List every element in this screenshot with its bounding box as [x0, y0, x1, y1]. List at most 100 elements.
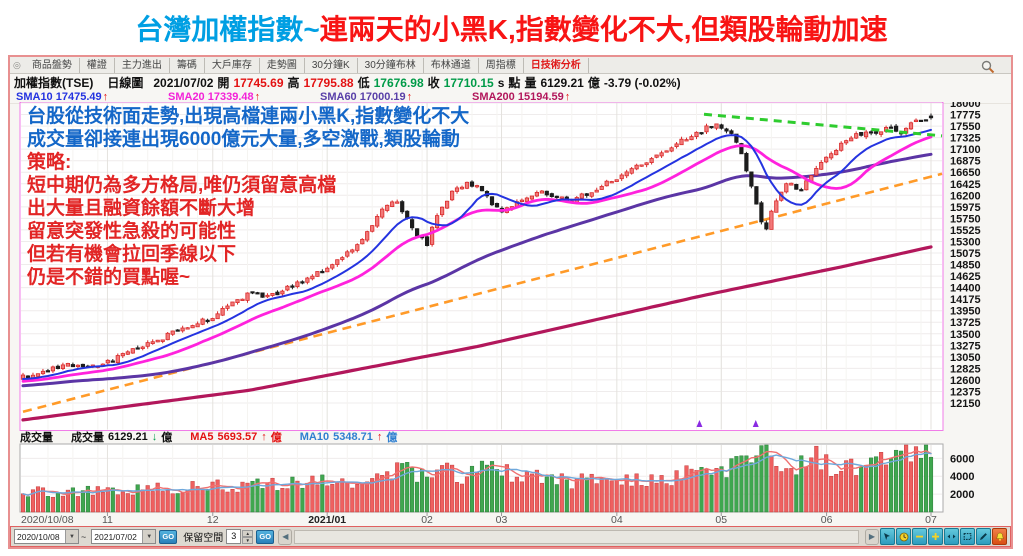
svg-text:17100: 17100: [950, 144, 981, 156]
date-from-select[interactable]: 2020/10/08 ▼: [14, 529, 79, 544]
svg-text:14175: 14175: [950, 294, 981, 306]
svg-text:16650: 16650: [950, 167, 981, 179]
chevron-down-icon[interactable]: ▼: [142, 530, 156, 543]
down-arrow-icon: ↓: [151, 431, 158, 443]
spin-up-icon[interactable]: ▲: [242, 529, 254, 537]
tab-chips[interactable]: 籌碼: [170, 57, 205, 73]
date-to-select[interactable]: 2021/07/02 ▼: [91, 529, 157, 544]
svg-text:17550: 17550: [950, 121, 981, 133]
svg-text:11: 11: [102, 514, 113, 526]
quote-header: 加權指數(TSE) 日線圖 2021/07/02 開 17745.69 高 17…: [10, 74, 1011, 91]
zoom-out-icon[interactable]: [912, 528, 927, 545]
tab-bollinger[interactable]: 布林通道: [424, 57, 479, 73]
tab-daily-technical[interactable]: 日技術分析: [524, 57, 589, 73]
reserve-space-label: 保留空間: [183, 533, 224, 544]
high-label: 高: [287, 76, 300, 90]
close-value: 17710.15: [443, 75, 494, 90]
svg-text:15300: 15300: [950, 237, 981, 249]
volume-value-label: 成交量: [71, 432, 104, 444]
clock-icon[interactable]: [896, 528, 911, 545]
volume-unit: 億: [587, 76, 600, 90]
tab-30min-k[interactable]: 30分鐘K: [305, 57, 358, 73]
svg-text:14850: 14850: [950, 260, 981, 272]
tab-30min-bollinger[interactable]: 30分鐘布林: [358, 57, 424, 73]
up-arrow-icon: ↑: [102, 90, 109, 103]
svg-text:13950: 13950: [950, 306, 981, 318]
resistance-trendline: [703, 112, 943, 138]
svg-text:12: 12: [207, 514, 219, 526]
low-label: 低: [357, 76, 370, 90]
sma200-legend: SMA200 15194.59↑: [472, 90, 571, 103]
svg-text:13500: 13500: [950, 329, 981, 341]
scroll-left-button[interactable]: ◀: [278, 528, 293, 545]
sma200-line: [21, 245, 933, 422]
title-part-blue: 台灣加權指數~: [135, 14, 320, 45]
app-icon: ◎: [13, 59, 21, 70]
go-button-2[interactable]: GO: [256, 529, 275, 544]
tab-large-holders[interactable]: 大戶庫存: [205, 57, 260, 73]
page-title: 台灣加權指數~連兩天的小黑K,指數變化不大,但類股輪動加速: [0, 8, 1023, 48]
pan-icon[interactable]: [944, 528, 959, 545]
pencil-icon[interactable]: [976, 528, 991, 545]
tab-major-players[interactable]: 主力進出: [115, 57, 170, 73]
tab-market[interactable]: 商品盤勢: [25, 57, 80, 73]
up-arrow-icon: ↑: [376, 431, 383, 443]
svg-text:12600: 12600: [950, 375, 981, 387]
close-flag: s: [497, 75, 505, 90]
chart-tool-bar: [879, 528, 1007, 545]
zoom-in-icon[interactable]: [928, 528, 943, 545]
scrollbar-track[interactable]: [294, 529, 859, 544]
point-label: 點: [508, 76, 521, 90]
svg-text:13050: 13050: [950, 352, 981, 364]
vol-ma10-label: MA10: [299, 431, 330, 443]
volume-header: 成交量 成交量 6129.21 ↓ 億 MA5 5693.57 ↑ 億 MA10…: [20, 430, 401, 444]
vol-ma10-value: 5348.71: [333, 431, 373, 443]
high-value: 17795.88: [303, 75, 354, 90]
svg-text:05: 05: [715, 514, 727, 526]
chevron-down-icon[interactable]: ▼: [65, 530, 78, 543]
close-label: 收: [427, 76, 440, 90]
svg-text:12150: 12150: [950, 398, 981, 410]
volume-value: 6129.21: [540, 75, 584, 90]
svg-text:2021/01: 2021/01: [308, 514, 346, 526]
svg-text:14625: 14625: [950, 271, 981, 283]
svg-text:06: 06: [821, 514, 833, 526]
up-arrow-icon: ↑: [406, 90, 413, 103]
volume-bars: [20, 444, 934, 513]
svg-text:2020/10/08: 2020/10/08: [21, 514, 74, 526]
svg-text:6000: 6000: [950, 453, 974, 465]
svg-text:17325: 17325: [950, 133, 981, 145]
open-value: 17745.69: [233, 75, 284, 90]
tab-bar: ◎ 商品盤勢 權證 主力進出 籌碼 大戶庫存 走勢圖 30分鐘K 30分鐘布林 …: [10, 57, 1011, 74]
status-bar: 2020/10/08 ▼ ~ 2021/07/02 ▼ GO 保留空間 3 ▲ ▼…: [10, 526, 1011, 547]
sma10-legend: SMA10 17475.49↑: [16, 90, 109, 103]
alert-bell-icon[interactable]: [992, 528, 1007, 545]
tab-intraday[interactable]: 走勢圖: [260, 57, 305, 73]
volume-pane-label: 成交量: [20, 432, 53, 444]
reserve-space-spinner[interactable]: ▲ ▼: [242, 529, 254, 544]
spin-down-icon[interactable]: ▼: [242, 536, 254, 544]
zoom-icon[interactable]: [981, 60, 995, 74]
select-area-icon[interactable]: [960, 528, 975, 545]
x-axis-labels: 2020/10/08 11 12 2021/01 02 03 04 05 06 07: [21, 512, 937, 526]
sma60-line: [21, 152, 933, 388]
svg-text:2000: 2000: [950, 489, 974, 501]
volume-unit: 億: [161, 432, 173, 444]
go-button[interactable]: GO: [159, 529, 178, 544]
chart-canvas[interactable]: 1800017775175501732517100168751665016425…: [10, 102, 1011, 526]
signal-markers: [696, 420, 759, 427]
svg-text:14400: 14400: [950, 283, 981, 295]
range-separator: ~: [81, 531, 87, 542]
svg-text:15750: 15750: [950, 213, 981, 225]
price-axis-labels: 1800017775175501732517100168751665016425…: [950, 102, 981, 410]
svg-text:02: 02: [421, 514, 433, 526]
cursor-icon[interactable]: [880, 528, 895, 545]
tab-weekly-indicator[interactable]: 周指標: [479, 57, 524, 73]
open-label: 開: [217, 76, 230, 90]
title-part-red: 連兩天的小黑K,指數變化不大,但類股輪動加速: [319, 14, 888, 45]
svg-text:16425: 16425: [950, 179, 981, 191]
scroll-right-button[interactable]: ▶: [865, 528, 879, 545]
tab-warrants[interactable]: 權證: [80, 57, 115, 73]
svg-text:15975: 15975: [950, 202, 981, 214]
